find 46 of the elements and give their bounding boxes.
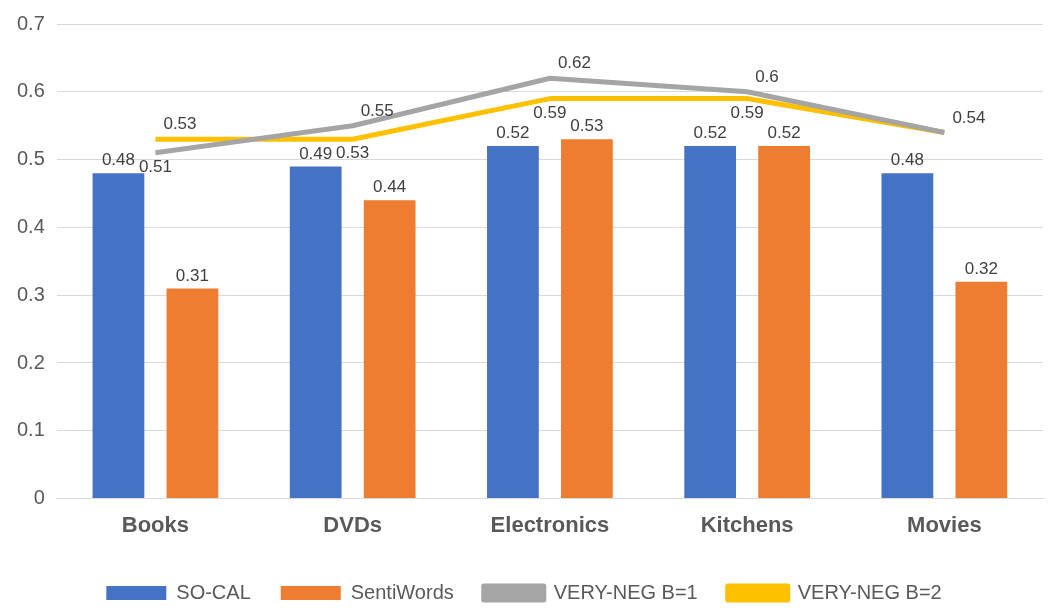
data-label: 0.52 xyxy=(767,123,801,143)
bar xyxy=(166,288,219,499)
data-label: 0.48 xyxy=(101,150,135,170)
y-tick-label: 0.5 xyxy=(16,147,45,170)
x-tick-label: Books xyxy=(121,511,190,537)
data-label: 0.59 xyxy=(730,102,764,122)
bar xyxy=(561,139,613,499)
data-label: 0.53 xyxy=(336,143,370,163)
legend-label: VERY-NEG B=2 xyxy=(797,580,942,603)
y-tick-label: 0.1 xyxy=(16,418,45,441)
data-label: 0.49 xyxy=(299,143,333,163)
data-label: 0.32 xyxy=(964,258,998,278)
legend-label: VERY-NEG B=1 xyxy=(553,580,698,603)
bar xyxy=(684,146,737,499)
data-label: 0.48 xyxy=(890,150,924,170)
bar xyxy=(758,146,811,499)
y-tick-label: 0.7 xyxy=(16,11,45,34)
data-label: 0.52 xyxy=(693,123,727,143)
bar xyxy=(487,146,539,499)
data-label: 0.31 xyxy=(175,265,209,285)
data-label: 0.55 xyxy=(360,100,394,120)
x-tick-label: Movies xyxy=(907,511,982,537)
legend-label: SO-CAL xyxy=(176,580,251,603)
y-tick-label: 0.2 xyxy=(16,350,45,373)
data-label: 0.6 xyxy=(755,66,779,86)
x-tick-label: Electronics xyxy=(490,511,610,537)
bar xyxy=(363,200,416,499)
data-label: 0.59 xyxy=(533,102,567,122)
y-tick-label: 0.4 xyxy=(16,214,45,237)
y-tick-label: 0.6 xyxy=(16,79,45,102)
data-label: 0.53 xyxy=(163,114,197,134)
bar xyxy=(881,173,934,499)
data-label: 0.52 xyxy=(496,123,530,143)
y-tick-label: 0 xyxy=(33,486,45,509)
x-tick-label: DVDs xyxy=(323,511,383,537)
y-tick-label: 0.3 xyxy=(16,282,45,305)
data-label: 0.53 xyxy=(570,116,604,136)
bar xyxy=(289,166,342,499)
data-label: 0.44 xyxy=(373,177,407,197)
data-label: 0.62 xyxy=(557,53,591,73)
x-tick-label: Kitchens xyxy=(700,511,794,537)
bar xyxy=(92,173,145,499)
data-label: 0.54 xyxy=(952,107,986,127)
legend-label: SentiWords xyxy=(350,580,454,603)
data-label: 0.51 xyxy=(138,157,172,177)
bar xyxy=(955,281,1008,499)
